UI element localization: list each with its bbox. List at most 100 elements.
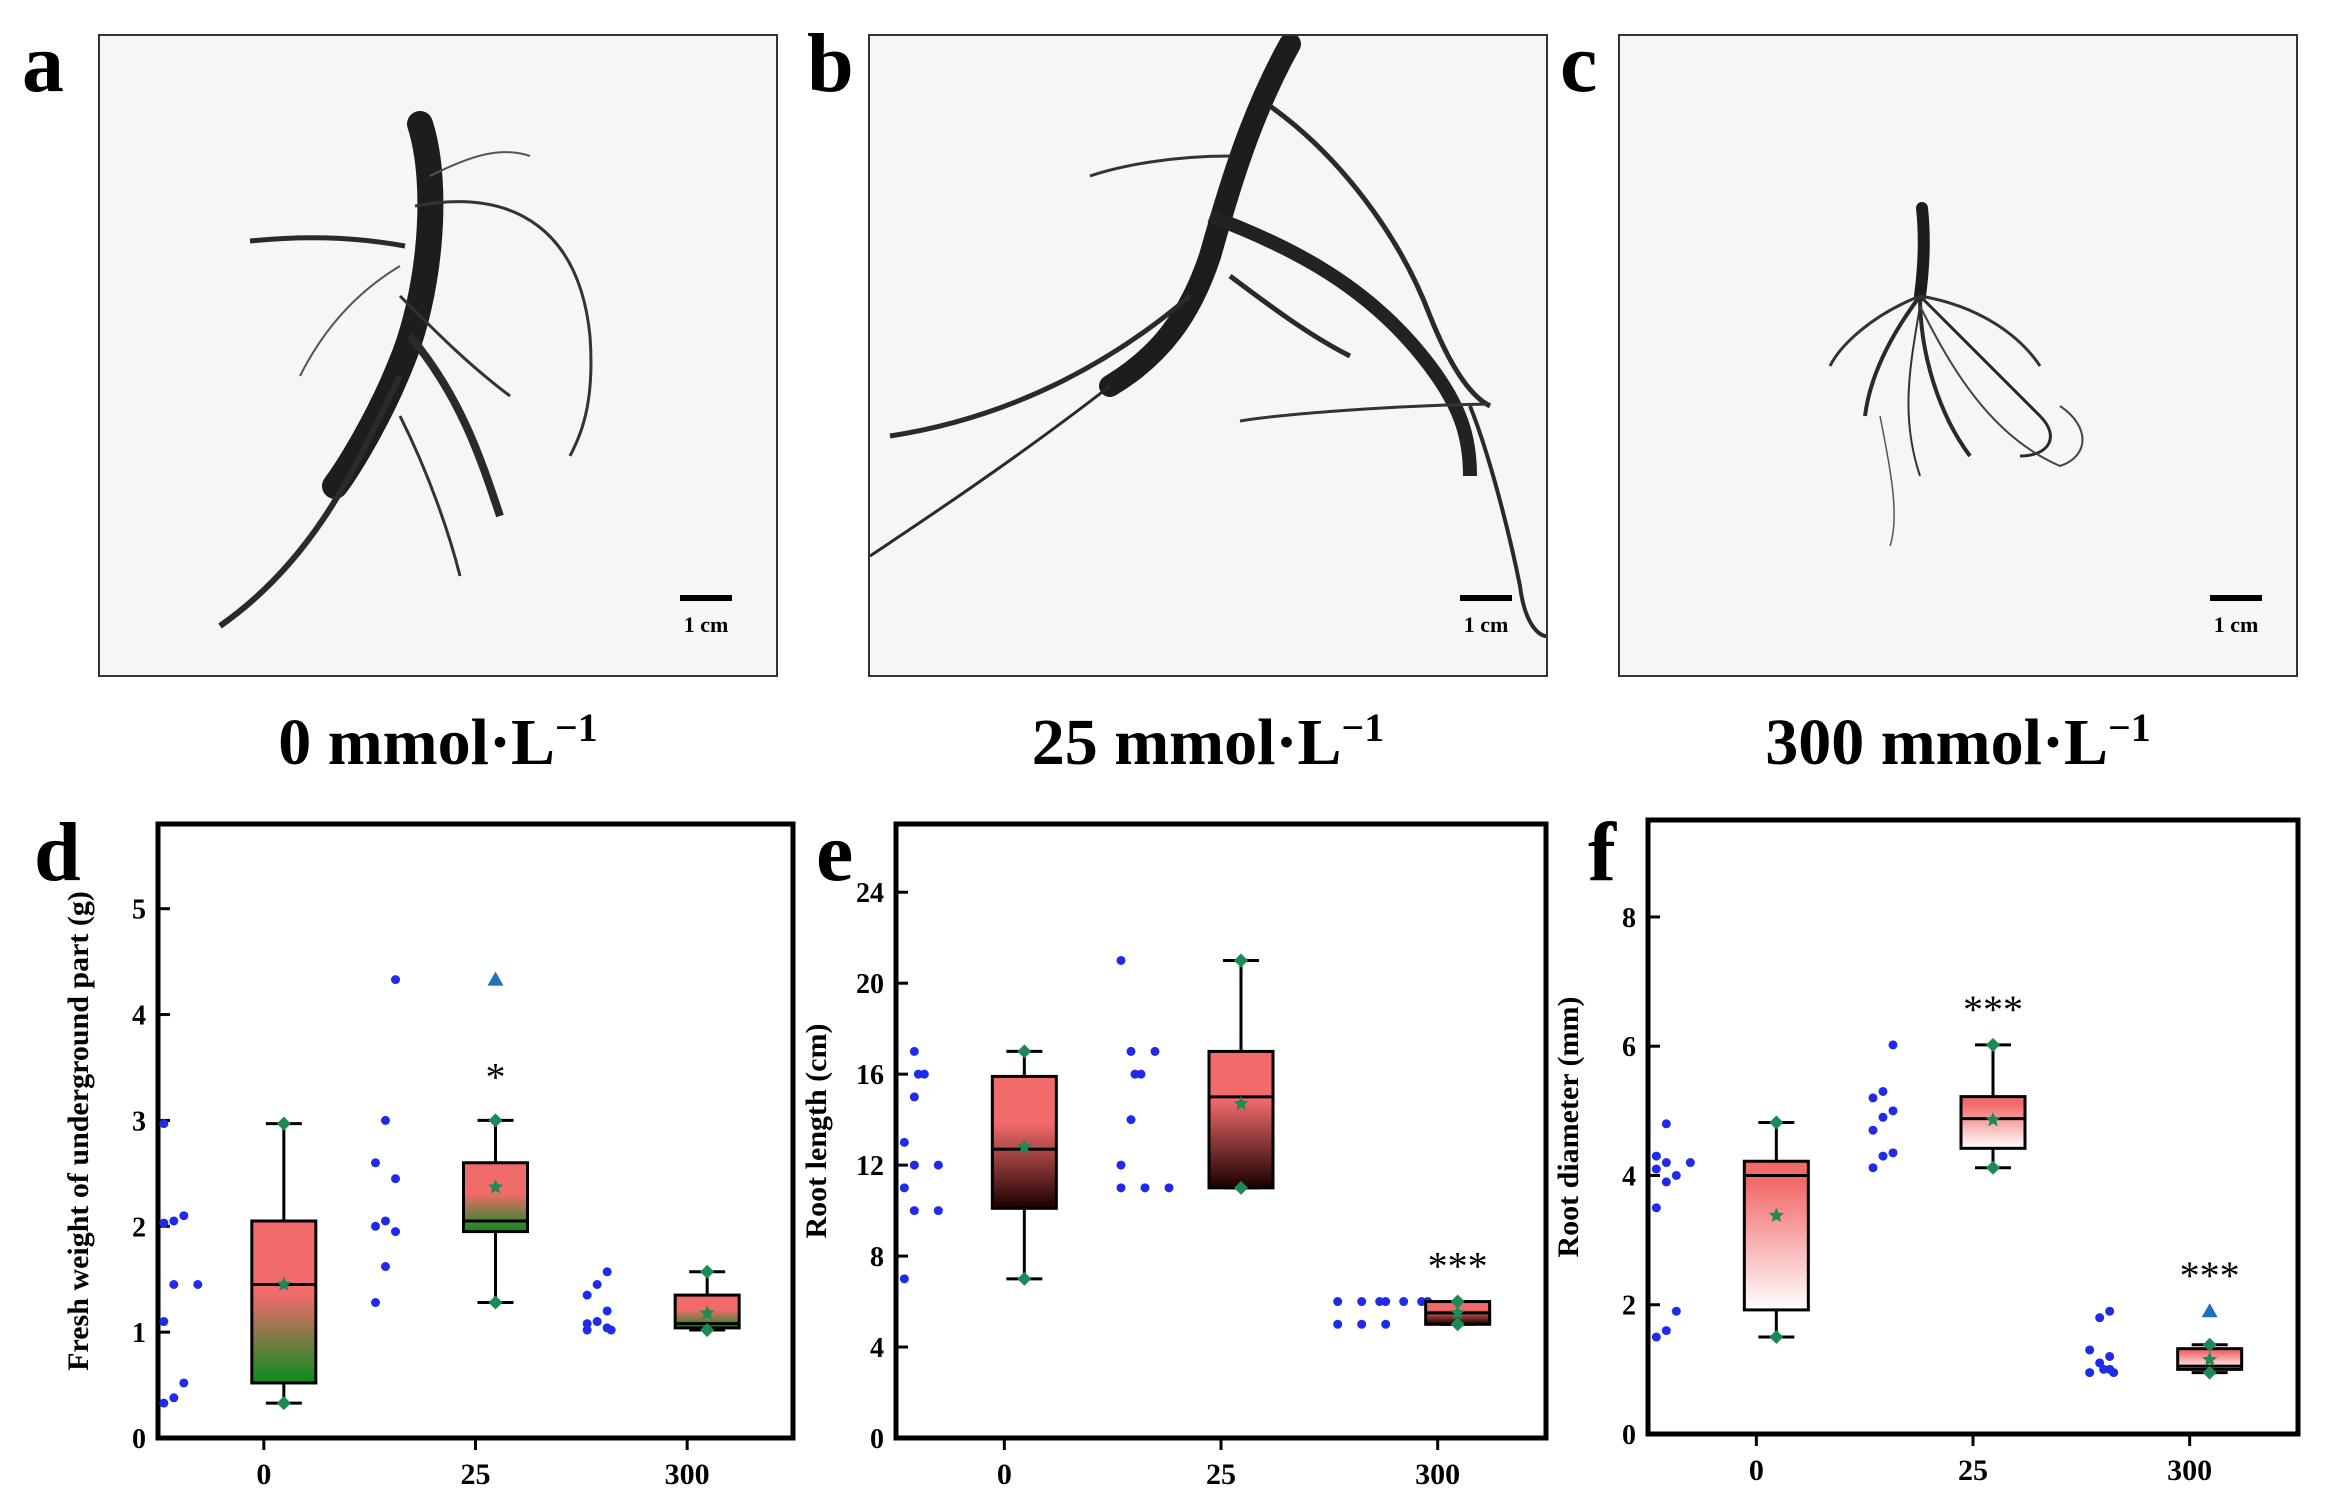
min-marker [276,1396,291,1411]
root-photo-a: 1 cm [98,34,778,677]
box [1742,1159,1810,1312]
data-point [1661,1158,1671,1168]
data-point [1878,1151,1888,1161]
data-point [1661,1119,1671,1129]
data-point [899,1183,909,1193]
significance-label: *** [1428,1244,1488,1289]
panel-letter-d: d [34,806,81,899]
data-point [1888,1040,1898,1050]
data-point [391,1174,400,1184]
mean-marker [2202,1351,2218,1367]
y-tick-label: 6 [1622,1032,1636,1063]
data-point [1868,1163,1878,1173]
data-point [169,1280,179,1289]
data-point [1417,1297,1427,1307]
data-point [159,1398,169,1408]
data-point [602,1323,612,1333]
data-point [1661,1177,1671,1187]
data-point [1357,1319,1367,1329]
data-point [582,1319,592,1329]
y-axis-label: Root length (cm) [800,1024,833,1239]
data-point [1164,1183,1174,1193]
data-point [1116,955,1126,965]
data-point [2085,1368,2095,1378]
data-point [1868,1093,1878,1103]
data-point [1333,1319,1343,1329]
y-tick-label: 4 [1622,1161,1636,1192]
outlier-marker [2201,1303,2218,1318]
scale-label-c: 1 cm [2214,612,2259,637]
data-point [2099,1364,2109,1374]
panel-letter-c: c [1560,17,1598,110]
min-marker [1769,1330,1784,1345]
data-point [391,1227,400,1237]
data-point [1671,1170,1681,1180]
data-point [193,1280,203,1289]
data-point [602,1306,612,1316]
y-tick-label: 20 [856,969,884,1000]
min-marker [700,1323,715,1338]
data-point [899,1274,909,1284]
y-tick-label: 8 [1622,903,1636,934]
data-point [592,1280,602,1289]
y-tick-label: 8 [870,1242,884,1273]
max-marker [1234,953,1248,968]
min-marker [1450,1317,1465,1332]
data-point [1651,1332,1661,1342]
y-tick-label: 2 [1622,1291,1636,1322]
data-point [2105,1306,2115,1316]
data-point [1333,1297,1343,1307]
mean-marker [1768,1207,1784,1222]
data-point [933,1206,943,1216]
scale-label-b: 1 cm [1464,612,1509,637]
data-point [371,1158,380,1168]
max-marker [1017,1044,1032,1059]
data-point [933,1160,943,1170]
data-point [159,1317,169,1327]
data-point [909,1206,919,1216]
max-marker [1986,1037,2000,1052]
max-marker [488,1113,503,1128]
data-point [1399,1297,1409,1307]
y-tick-label: 12 [856,1151,884,1182]
data-point [1671,1306,1681,1316]
min-marker [1986,1160,2000,1175]
root-drawing-b: 1 cm [870,36,1546,638]
panel-letter-f: f [1588,806,1617,899]
data-point [169,1216,179,1226]
x-tick-label: 25 [461,1458,491,1491]
root-photo-b: 1 cm [868,34,1548,677]
data-point [909,1046,919,1056]
min-marker [1234,1180,1248,1195]
data-point [1140,1183,1150,1193]
data-point [582,1325,592,1335]
data-point [1357,1297,1367,1307]
y-tick-label: 4 [870,1333,884,1364]
data-point [909,1092,919,1102]
data-point [2085,1345,2095,1355]
data-point [1878,1086,1888,1096]
panel-letter-e: e [816,806,853,899]
x-tick-label: 300 [1415,1458,1460,1491]
root-drawing-c: 1 cm [1828,202,2262,637]
data-point [159,1218,169,1228]
data-point [179,1211,189,1221]
y-tick-label: 1 [132,1318,146,1349]
max-marker [1769,1115,1784,1130]
data-point [1651,1151,1661,1161]
data-point [1116,1160,1126,1170]
mean-marker [1985,1111,2001,1127]
data-point [1651,1203,1661,1213]
mean-marker [1016,1138,1032,1154]
data-point [592,1317,602,1327]
y-tick-label: 4 [132,1001,146,1032]
y-tick-label: 0 [1622,1420,1636,1451]
box [1207,1049,1275,1190]
concentration-label-c: 300 mmol·L−1 [1765,705,2151,779]
data-point [1888,1106,1898,1116]
mean-marker [487,1179,504,1194]
significance-label: * [486,1054,506,1099]
concentration-label-a: 0 mmol·L−1 [278,705,598,779]
root-drawing-a: 1 cm [218,111,732,637]
y-tick-label: 0 [132,1424,146,1455]
